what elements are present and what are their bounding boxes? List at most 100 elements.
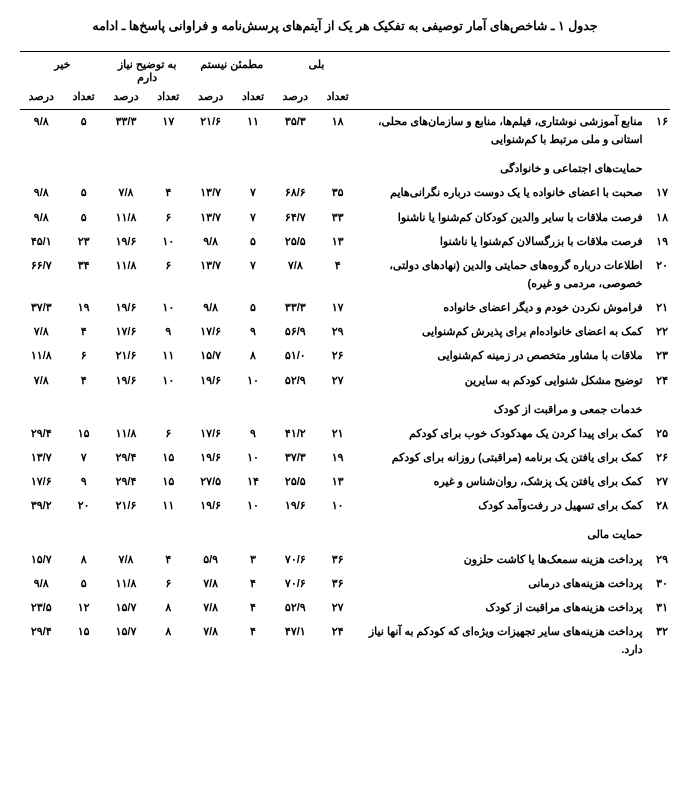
item-text: فرصت ملاقات با سایر والدین کودکان کم‌شنو… (359, 206, 645, 230)
item-text: کمک برای پیدا کردن یک مهدکودک خوب برای ک… (359, 422, 645, 446)
item-text: پرداخت هزینه‌های سایر تجهیزات ویژه‌ای که… (359, 620, 645, 662)
cell-value: ۷ (232, 254, 274, 296)
cell-value: ۱۱/۸ (20, 344, 62, 368)
cell-value: ۵ (62, 110, 104, 153)
item-text: پرداخت هزینه سمعک‌ها یا کاشت حلزون (359, 548, 645, 572)
cell-value: ۹ (147, 320, 189, 344)
cell-value: ۱۴ (232, 470, 274, 494)
row-number: ۲۵ (645, 422, 670, 446)
cell-value: ۲۹/۴ (20, 620, 62, 662)
cell-value: ۲۷ (316, 596, 358, 620)
cell-value: ۶ (62, 344, 104, 368)
cell-value: ۹/۸ (20, 181, 62, 205)
cell-value: ۱۱ (147, 494, 189, 518)
cell-value: ۲۱/۶ (105, 494, 147, 518)
row-number: ۲۲ (645, 320, 670, 344)
cell-value: ۶۴/۷ (274, 206, 316, 230)
cell-value: ۸ (147, 620, 189, 662)
cell-value: ۱۳/۷ (189, 206, 231, 230)
cell-value: ۱۰ (147, 369, 189, 393)
cell-value: ۱۷/۶ (189, 320, 231, 344)
cell-value: ۳۷/۳ (274, 446, 316, 470)
cell-value: ۱۵/۷ (20, 548, 62, 572)
cell-value: ۲۹/۴ (105, 470, 147, 494)
row-number: ۱۷ (645, 181, 670, 205)
cell-value: ۱۱ (232, 110, 274, 153)
cell-value: ۱۵/۷ (189, 344, 231, 368)
cell-value: ۴۵/۱ (20, 230, 62, 254)
cell-value: ۴ (62, 369, 104, 393)
item-text: کمک برای تسهیل در رفت‌وآمد کودک (359, 494, 645, 518)
cell-value: ۱۱/۸ (105, 572, 147, 596)
cell-value: ۹/۸ (189, 230, 231, 254)
cell-value: ۱۰ (147, 230, 189, 254)
col-count: تعداد (147, 87, 189, 110)
cell-value: ۱۰ (232, 369, 274, 393)
cell-value: ۳۳/۳ (274, 296, 316, 320)
row-number: ۲۸ (645, 494, 670, 518)
cell-value: ۶ (147, 206, 189, 230)
cell-value: ۵ (232, 296, 274, 320)
row-number: ۳۲ (645, 620, 670, 662)
cell-value: ۶۶/۷ (20, 254, 62, 296)
cell-value: ۲۱ (316, 422, 358, 446)
row-number: ۱۸ (645, 206, 670, 230)
cell-value: ۲۵/۵ (274, 470, 316, 494)
cell-value: ۴ (62, 320, 104, 344)
cell-value: ۵۲/۹ (274, 596, 316, 620)
cell-value: ۷/۸ (20, 320, 62, 344)
cell-value: ۴ (147, 548, 189, 572)
cell-value: ۱۹/۶ (189, 494, 231, 518)
cell-value: ۱۵ (62, 620, 104, 662)
section-title: خدمات جمعی و مراقبت از کودک (20, 393, 645, 422)
item-text: ملاقات با مشاور متخصص در زمینه کم‌شنوایی (359, 344, 645, 368)
cell-value: ۱۰ (232, 494, 274, 518)
row-number: ۳۱ (645, 596, 670, 620)
cell-value: ۲۰ (62, 494, 104, 518)
row-number: ۲۱ (645, 296, 670, 320)
cell-value: ۱۹/۶ (105, 230, 147, 254)
cell-value: ۱۱ (147, 344, 189, 368)
cell-value: ۱۸ (316, 110, 358, 153)
cell-value: ۴ (316, 254, 358, 296)
col-pct: درصد (274, 87, 316, 110)
cell-value: ۸ (62, 548, 104, 572)
cell-value: ۵ (62, 572, 104, 596)
cell-value: ۷۰/۶ (274, 548, 316, 572)
cell-value: ۲۵/۵ (274, 230, 316, 254)
cell-value: ۵ (62, 206, 104, 230)
item-text: توضیح مشکل شنوایی کودکم به سایرین (359, 369, 645, 393)
cell-value: ۳۴ (62, 254, 104, 296)
item-text: اطلاعات درباره گروه‌های حمایتی والدین (ن… (359, 254, 645, 296)
cell-value: ۲۴ (316, 620, 358, 662)
cell-value: ۳۵/۳ (274, 110, 316, 153)
col-count: تعداد (62, 87, 104, 110)
stats-table: بلی مطمئن نیستم به توضیح نیاز دارم خیر ت… (20, 51, 670, 662)
cell-value: ۳۷/۳ (20, 296, 62, 320)
cell-value: ۴ (232, 620, 274, 662)
cell-value: ۹/۸ (20, 206, 62, 230)
row-number: ۲۴ (645, 369, 670, 393)
cell-value: ۳۹/۲ (20, 494, 62, 518)
cell-value: ۱۹/۶ (105, 369, 147, 393)
cell-value: ۴۷/۱ (274, 620, 316, 662)
cell-value: ۳۳ (316, 206, 358, 230)
cell-value: ۴ (147, 181, 189, 205)
cell-value: ۲۹/۴ (20, 422, 62, 446)
item-text: کمک برای یافتن یک پزشک، روان‌شناس و غیره (359, 470, 645, 494)
item-text: صحبت با اعضای خانواده یا یک دوست درباره … (359, 181, 645, 205)
col-group-need: به توضیح نیاز دارم (105, 52, 190, 88)
cell-value: ۱۵/۷ (105, 596, 147, 620)
cell-value: ۱۹/۶ (189, 446, 231, 470)
item-text: کمک به اعضای خانواده‌ام برای پذیرش کم‌شن… (359, 320, 645, 344)
col-group-unsure: مطمئن نیستم (189, 52, 274, 88)
cell-value: ۸ (147, 596, 189, 620)
cell-value: ۱۵ (62, 422, 104, 446)
col-pct: درصد (189, 87, 231, 110)
row-number: ۳۰ (645, 572, 670, 596)
cell-value: ۲۹ (316, 320, 358, 344)
cell-value: ۱۹/۶ (105, 296, 147, 320)
cell-value: ۷/۸ (20, 369, 62, 393)
cell-value: ۱۱/۸ (105, 254, 147, 296)
section-title: حمایت‌های اجتماعی و خانوادگی (20, 152, 645, 181)
